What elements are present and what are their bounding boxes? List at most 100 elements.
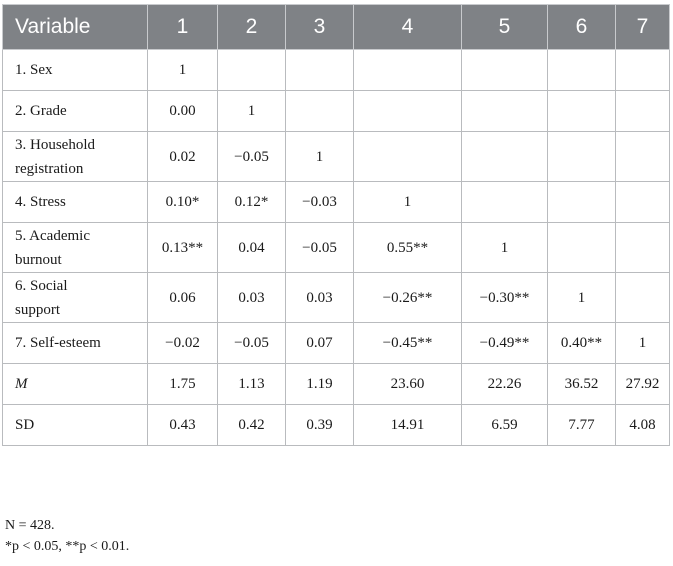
row-label: 3. Household registration (2, 131, 148, 182)
row-label: 4. Stress (2, 181, 148, 223)
table-cell (217, 49, 286, 91)
header-cell-6: 6 (547, 4, 616, 50)
table-cell: 7.77 (547, 404, 616, 446)
table-cell: −0.02 (147, 322, 218, 364)
table-cell: −0.03 (285, 181, 354, 223)
row-label-line: M (15, 376, 28, 392)
table-cell: 0.39 (285, 404, 354, 446)
table-cell: 0.12* (217, 181, 286, 223)
table-cell (547, 49, 616, 91)
table-cell: 1 (217, 90, 286, 132)
table-cell: 0.43 (147, 404, 218, 446)
row-label-line: 1. Sex (15, 62, 53, 78)
row-label-line: 2. Grade (15, 103, 67, 119)
table-row: SD 0.43 0.42 0.39 14.91 6.59 7.77 4.08 (2, 404, 670, 446)
row-label-line: 5. Academic (15, 227, 90, 244)
table-cell (615, 222, 670, 273)
table-cell (615, 272, 670, 323)
table-cell: 0.06 (147, 272, 218, 323)
table-cell: −0.45** (353, 322, 462, 364)
table-cell: 0.07 (285, 322, 354, 364)
row-label-line: burnout (15, 251, 62, 268)
table-cell (461, 49, 548, 91)
table-cell: 0.04 (217, 222, 286, 273)
table-cell (615, 181, 670, 223)
table-cell: 6.59 (461, 404, 548, 446)
table-header-row: Variable 1 2 3 4 5 6 7 (2, 4, 670, 50)
significance-note: *p < 0.05, **p < 0.01. (5, 539, 130, 554)
header-cell-4: 4 (353, 4, 462, 50)
table-cell: 1 (285, 131, 354, 182)
row-label: SD (2, 404, 148, 446)
table-cell: 14.91 (353, 404, 462, 446)
table-cell (461, 181, 548, 223)
table-row: 5. Academic burnout 0.13** 0.04 −0.05 0.55** 1 (2, 222, 670, 273)
table-cell: −0.26** (353, 272, 462, 323)
header-cell-5: 5 (461, 4, 548, 50)
table-cell: −0.05 (217, 322, 286, 364)
table-cell (615, 49, 670, 91)
table-cell: 0.02 (147, 131, 218, 182)
table-row: 1. Sex 1 (2, 49, 670, 91)
row-label: 6. Social support (2, 272, 148, 323)
table-cell: −0.30** (461, 272, 548, 323)
table-cell (547, 222, 616, 273)
table-cell: 4.08 (615, 404, 670, 446)
table-cell: 0.55** (353, 222, 462, 273)
row-label: 2. Grade (2, 90, 148, 132)
table-cell: 1.13 (217, 363, 286, 405)
table-row: M 1.75 1.13 1.19 23.60 22.26 36.52 27.92 (2, 363, 670, 405)
table-cell: −0.05 (217, 131, 286, 182)
row-label-line: 6. Social (15, 277, 68, 294)
row-label: 1. Sex (2, 49, 148, 91)
table-cell: 1 (147, 49, 218, 91)
table-cell: −0.05 (285, 222, 354, 273)
row-label: M (2, 363, 148, 405)
table-cell (547, 131, 616, 182)
table-row: 4. Stress 0.10* 0.12* −0.03 1 (2, 181, 670, 223)
table-cell: 36.52 (547, 363, 616, 405)
table-cell: 1.75 (147, 363, 218, 405)
table-cell (547, 181, 616, 223)
table-cell: 1 (547, 272, 616, 323)
table-cell (285, 90, 354, 132)
table-cell (615, 90, 670, 132)
table-row: 6. Social support 0.06 0.03 0.03 −0.26** −0.30… (2, 272, 670, 323)
table-cell (285, 49, 354, 91)
table-cell: 1 (353, 181, 462, 223)
row-label-line: 7. Self-esteem (15, 335, 101, 351)
row-label-line: support (15, 301, 60, 318)
row-label: 7. Self-esteem (2, 322, 148, 364)
table-row: 3. Household registration 0.02 −0.05 1 (2, 131, 670, 182)
sample-size-note: N = 428. (5, 518, 55, 533)
table-cell: 0.00 (147, 90, 218, 132)
table-body: 1. Sex 1 2. Grade 0.00 1 3. Household registra… (2, 49, 670, 446)
row-label-line: 3. Household (15, 136, 95, 153)
table-cell: 0.42 (217, 404, 286, 446)
table-notes: N = 428. *p < 0.05, **p < 0.01. (5, 515, 129, 557)
table-cell: 23.60 (353, 363, 462, 405)
table-row: 7. Self-esteem −0.02 −0.05 0.07 −0.45** −0.49… (2, 322, 670, 364)
table-cell: 0.03 (285, 272, 354, 323)
table-cell: −0.49** (461, 322, 548, 364)
table-cell (461, 90, 548, 132)
header-cell-1: 1 (147, 4, 218, 50)
table-cell: 0.40** (547, 322, 616, 364)
table-row: 2. Grade 0.00 1 (2, 90, 670, 132)
row-label-line: registration (15, 160, 84, 177)
table-cell (615, 131, 670, 182)
table-cell (353, 131, 462, 182)
table-cell (353, 49, 462, 91)
header-cell-variable: Variable (2, 4, 148, 50)
header-cell-3: 3 (285, 4, 354, 50)
table-cell (461, 131, 548, 182)
row-label-line: 4. Stress (15, 194, 66, 210)
table-cell: 1 (615, 322, 670, 364)
table-cell: 1.19 (285, 363, 354, 405)
header-cell-7: 7 (615, 4, 670, 50)
table-cell: 1 (461, 222, 548, 273)
correlation-table: Variable 1 2 3 4 5 6 7 1. Sex 1 2. Grade 0.… (2, 4, 670, 446)
table-cell: 27.92 (615, 363, 670, 405)
table-cell: 22.26 (461, 363, 548, 405)
header-cell-2: 2 (217, 4, 286, 50)
